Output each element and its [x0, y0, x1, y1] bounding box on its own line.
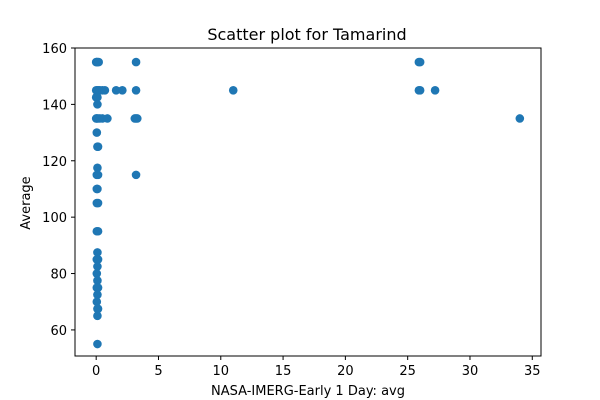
- data-point: [93, 339, 102, 349]
- y-axis-label: Average: [19, 176, 34, 229]
- data-point: [93, 311, 102, 321]
- data-point: [92, 255, 102, 264]
- data-point: [93, 262, 102, 271]
- data-point: [93, 248, 102, 257]
- x-axis-ticks: 0 5 10 15 20 25 30 35: [92, 356, 541, 379]
- data-point: [92, 269, 102, 278]
- data-point: [93, 163, 102, 173]
- data-point: [132, 114, 142, 123]
- y-tick-label: 160: [42, 42, 67, 57]
- data-point: [93, 100, 102, 109]
- data-point: [94, 57, 103, 67]
- y-tick-label: 100: [42, 211, 67, 226]
- x-tick-label: 20: [337, 364, 354, 379]
- y-tick-label: 140: [42, 98, 67, 113]
- points-layer: [91, 57, 525, 349]
- data-point: [100, 85, 110, 95]
- data-point: [92, 297, 102, 307]
- data-point: [415, 85, 425, 95]
- data-point: [93, 290, 102, 299]
- y-tick-label: 120: [42, 155, 67, 170]
- data-point: [93, 276, 102, 285]
- data-point: [111, 85, 121, 95]
- data-point: [228, 85, 238, 95]
- x-tick-label: 5: [154, 364, 162, 379]
- data-point: [93, 170, 103, 180]
- data-point: [515, 114, 525, 123]
- data-point: [92, 128, 102, 137]
- data-point: [93, 184, 102, 194]
- y-axis-ticks: 60 80 100 120 140 160: [42, 42, 75, 339]
- data-point: [93, 142, 103, 151]
- y-tick-label: 80: [50, 268, 67, 283]
- data-point: [103, 114, 112, 123]
- data-point: [93, 93, 102, 102]
- plot-frame: [74, 47, 542, 357]
- data-point: [131, 85, 141, 95]
- chart-title: Scatter plot for Tamarind: [207, 25, 406, 44]
- x-tick-label: 0: [92, 364, 100, 379]
- data-point: [93, 198, 103, 208]
- x-axis-label: NASA-IMERG-Early 1 Day: avg: [211, 384, 405, 399]
- x-tick-label: 35: [524, 364, 541, 379]
- data-point: [131, 57, 141, 67]
- y-tick-label: 60: [50, 324, 67, 339]
- data-point: [93, 304, 103, 314]
- x-tick-label: 30: [462, 364, 479, 379]
- data-point: [430, 85, 440, 95]
- x-tick-label: 15: [275, 364, 292, 379]
- data-point: [93, 283, 103, 292]
- data-point: [118, 85, 127, 95]
- x-tick-label: 10: [213, 364, 230, 379]
- data-point: [131, 170, 141, 180]
- x-tick-label: 25: [399, 364, 416, 379]
- data-point: [93, 226, 103, 236]
- data-point: [415, 57, 425, 67]
